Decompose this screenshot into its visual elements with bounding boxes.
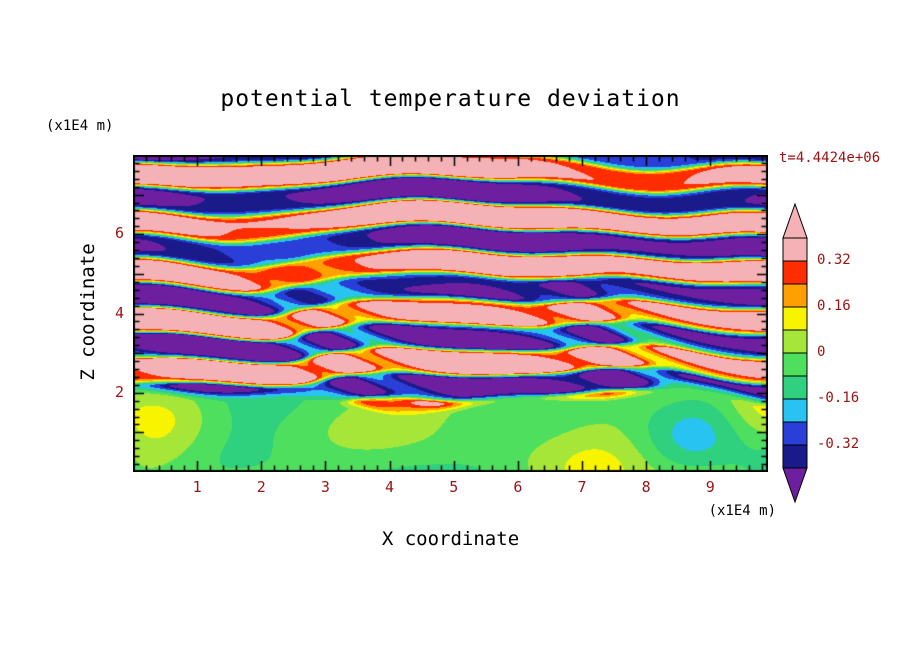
x-tick-label: 4: [385, 478, 395, 496]
z-axis-unit: (x1E4 m): [46, 118, 114, 134]
z-tick-label: 4: [114, 303, 124, 322]
x-tick-label: 1: [192, 478, 202, 496]
x-tick-label: 8: [641, 478, 651, 496]
colorbar-band: [782, 283, 808, 308]
timestamp-label: t=4.4424e+06: [779, 150, 881, 166]
colorbar-label: 0.16: [817, 298, 851, 314]
x-tick-label: 3: [320, 478, 330, 496]
x-tick-label: 7: [577, 478, 587, 496]
colorbar-arrow-high: [782, 202, 808, 239]
colorbar-arrow-low: [782, 467, 808, 504]
contour-plot-canvas: [133, 155, 768, 472]
x-tick-label: 6: [513, 478, 523, 496]
colorbar-label: 0.32: [817, 252, 851, 268]
x-tick-label: 9: [705, 478, 715, 496]
z-tick-label: 6: [114, 224, 124, 243]
colorbar-band: [782, 352, 808, 377]
colorbar-band: [782, 398, 808, 423]
colorbar-label: 0: [817, 344, 826, 360]
colorbar-label: -0.32: [817, 436, 860, 452]
x-axis-unit: (x1E4 m): [708, 503, 776, 519]
colorbar-band: [782, 421, 808, 446]
colorbar-band: [782, 375, 808, 400]
colorbar-band: [782, 329, 808, 354]
z-tick-label: 2: [114, 382, 124, 401]
x-tick-label: 2: [256, 478, 266, 496]
x-tick-label: 5: [449, 478, 459, 496]
colorbar: [782, 202, 808, 504]
chart-title: potential temperature deviation: [220, 86, 681, 112]
colorbar-band: [782, 444, 808, 469]
x-axis-label: X coordinate: [381, 528, 520, 550]
colorbar-label: -0.16: [817, 390, 860, 406]
colorbar-band: [782, 260, 808, 285]
colorbar-band: [782, 237, 808, 262]
colorbar-band: [782, 306, 808, 331]
